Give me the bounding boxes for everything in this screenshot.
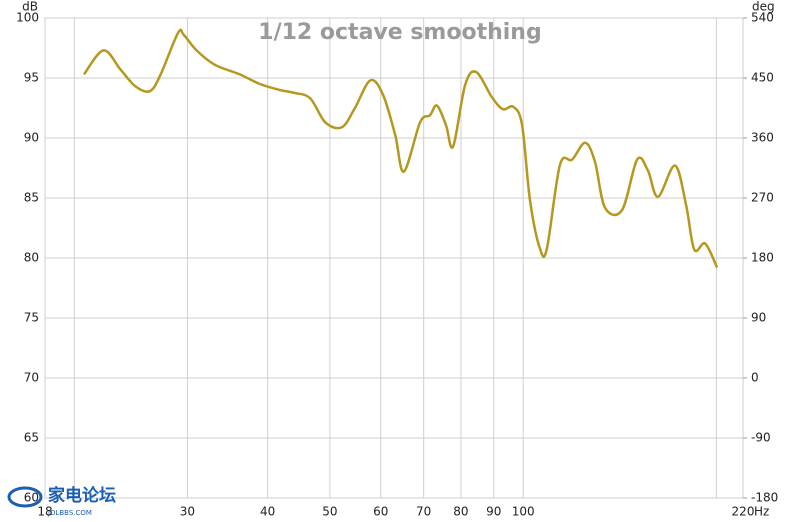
x-tick-label: 60 — [373, 505, 388, 519]
watermark: 家电论坛 JDLBBS.COM — [7, 485, 116, 517]
y-tick-label: 80 — [24, 251, 39, 265]
x-tick-label: 80 — [453, 505, 468, 519]
y-axis-label: dB — [22, 0, 38, 14]
watermark-text: 家电论坛 — [48, 485, 116, 506]
x-tick-label: 40 — [260, 505, 275, 519]
y2-tick-label: 270 — [751, 191, 774, 205]
y2-tick-label: 0 — [751, 371, 759, 385]
x-tick-label: 70 — [416, 505, 431, 519]
x-axis-label: Hz — [754, 505, 769, 519]
x-tick-label: 18 — [37, 505, 52, 519]
watermark-logo — [7, 486, 43, 508]
y-tick-label: 70 — [24, 371, 39, 385]
y-tick-label: 75 — [24, 311, 39, 325]
response-line — [82, 28, 719, 269]
y-tick-label: 65 — [24, 431, 39, 445]
chart-title: 1/12 octave smoothing — [258, 20, 541, 45]
y-tick-label: 100 — [16, 11, 39, 25]
y-tick-label: 60 — [24, 491, 39, 505]
y2-tick-label: 180 — [751, 251, 774, 265]
y2-axis-label: deg — [752, 0, 775, 14]
y-tick-label: 90 — [24, 131, 39, 145]
x-tick-label: 30 — [180, 505, 195, 519]
x-tick-label: 100 — [512, 505, 535, 519]
y2-tick-label: 450 — [751, 71, 774, 85]
y-tick-label: 95 — [24, 71, 39, 85]
x-tick-label: 50 — [322, 505, 337, 519]
y2-tick-label: -90 — [751, 431, 771, 445]
y2-tick-label: -180 — [751, 491, 778, 505]
y2-tick-label: 90 — [751, 311, 766, 325]
y-tick-label: 85 — [24, 191, 39, 205]
watermark-subtext: JDLBBS.COM — [47, 509, 92, 517]
y2-tick-label: 540 — [751, 11, 774, 25]
x-tick-label: 90 — [486, 505, 501, 519]
y2-tick-label: 360 — [751, 131, 774, 145]
x-tick-label: 220 — [732, 505, 755, 519]
